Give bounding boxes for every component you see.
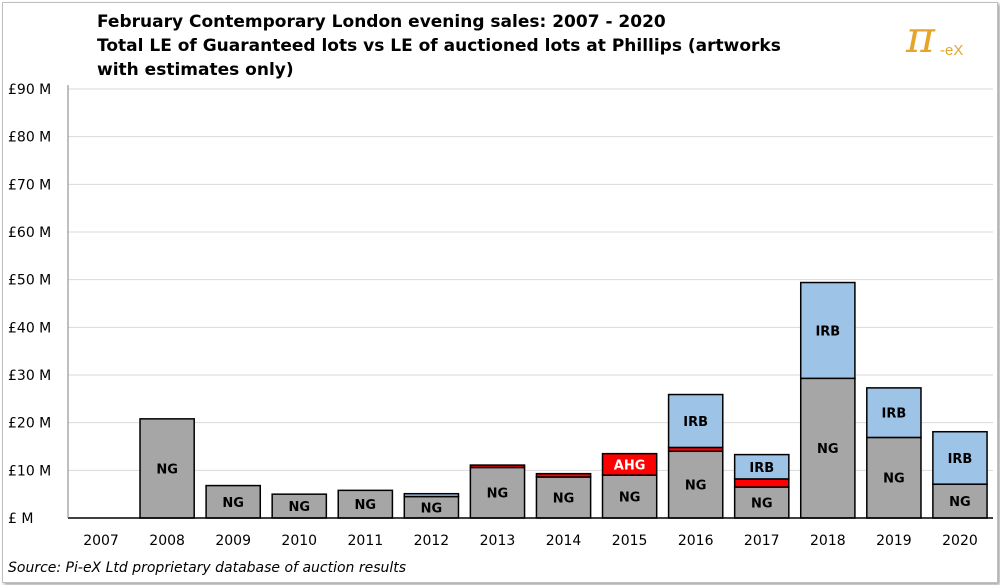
axes: £ M £10 M £20 M £30 M £40 M £50 M £60 M £70 M £8… [8, 82, 993, 549]
bar-segment-irb-2020 [932, 430, 988, 485]
bar-label-irb: IRB [683, 415, 708, 430]
bar-label-ng: NG [685, 479, 707, 494]
bars: NG NG NG NG NG NG NG NG AHG NG IRB NG IRB NG IRB NG IRB N… [139, 281, 988, 519]
pi-ex-logo: π -eX [900, 12, 980, 68]
x-tick-label: 2020 [942, 533, 978, 549]
bar-label-ng: NG [817, 442, 839, 457]
y-tick-label: £40 M [8, 320, 51, 336]
y-tick-label: £80 M [8, 130, 51, 146]
y-tick-label: £30 M [8, 368, 51, 384]
bar-segment-ahg-2017 [733, 478, 790, 488]
x-tick-label: 2013 [480, 533, 516, 549]
bar-label-irb: IRB [815, 324, 840, 339]
bar-label-irb: IRB [948, 452, 973, 467]
bar-label-ahg: AHG [614, 458, 646, 473]
x-tick-label: 2014 [546, 533, 582, 549]
pi-logo-icon: π [906, 12, 935, 63]
bar-segment-ng-2015 [601, 474, 658, 519]
y-tick-label: £ M [8, 511, 33, 527]
bar-segment-ng-2016 [667, 450, 724, 519]
bar-label-ng: NG [222, 496, 244, 511]
bar-segment-ahg-2013 [469, 464, 526, 469]
bar-label-ng: NG [421, 501, 443, 516]
chart-title-line-3: with estimates only) [97, 60, 294, 80]
bar-segment-ng-2008 [139, 418, 195, 519]
bar-label-irb: IRB [882, 407, 907, 422]
x-tick-label: 2011 [348, 533, 384, 549]
bar-segment-ahg-2015 [601, 452, 658, 476]
bar-segment-irb-2017 [733, 453, 790, 480]
y-tick-label: £60 M [8, 225, 51, 241]
bar-segment-irb-2016 [667, 393, 724, 449]
chart-title-line-2: Total LE of Guaranteed lots vs LE of auc… [97, 36, 781, 56]
y-tick-label: £10 M [8, 463, 51, 479]
x-tick-label: 2015 [612, 533, 648, 549]
bar-label-ng: NG [288, 500, 310, 515]
x-tick-label: 2016 [678, 533, 714, 549]
y-tick-label: £50 M [8, 273, 51, 289]
bar-label-ng: NG [619, 491, 641, 506]
x-tick-label: 2007 [83, 533, 119, 549]
bar-label-ng: NG [883, 472, 905, 487]
x-tick-label: 2010 [281, 533, 317, 549]
chart-title: February Contemporary London evening sal… [97, 10, 797, 82]
logo-suffix: -eX [940, 42, 964, 59]
bar-label-ng: NG [156, 462, 178, 477]
source-note: Source: Pi-eX Ltd proprietary database o… [8, 560, 407, 576]
chart-title-line-1: February Contemporary London evening sal… [97, 12, 666, 32]
bar-label-ng: NG [487, 487, 509, 502]
bar-segment-ng-2018 [799, 377, 856, 519]
x-tick-label: 2017 [744, 533, 780, 549]
bar-label-irb: IRB [749, 461, 774, 476]
x-tick-label: 2009 [215, 533, 251, 549]
bar-label-ng: NG [553, 492, 575, 507]
bar-segment-irb-2018 [799, 281, 856, 380]
bar-segment-irb-2019 [866, 387, 922, 439]
y-tick-label: £70 M [8, 177, 51, 193]
bar-segment-ng-2009 [205, 484, 262, 519]
bar-label-ng: NG [949, 495, 971, 510]
bar-segment-ng-2019 [866, 436, 922, 519]
x-tick-label: 2019 [876, 533, 912, 549]
bar-label-ng: NG [355, 498, 377, 513]
bar-segment-ahg-2014 [535, 472, 592, 478]
bar-segment-irb-2012 [403, 492, 460, 498]
y-tick-label: £90 M [8, 82, 51, 98]
bar-label-ng: NG [751, 497, 773, 512]
y-tick-label: £20 M [8, 416, 51, 432]
x-tick-label: 2018 [810, 533, 846, 549]
x-tick-label: 2008 [149, 533, 185, 549]
x-tick-label: 2012 [414, 533, 450, 549]
